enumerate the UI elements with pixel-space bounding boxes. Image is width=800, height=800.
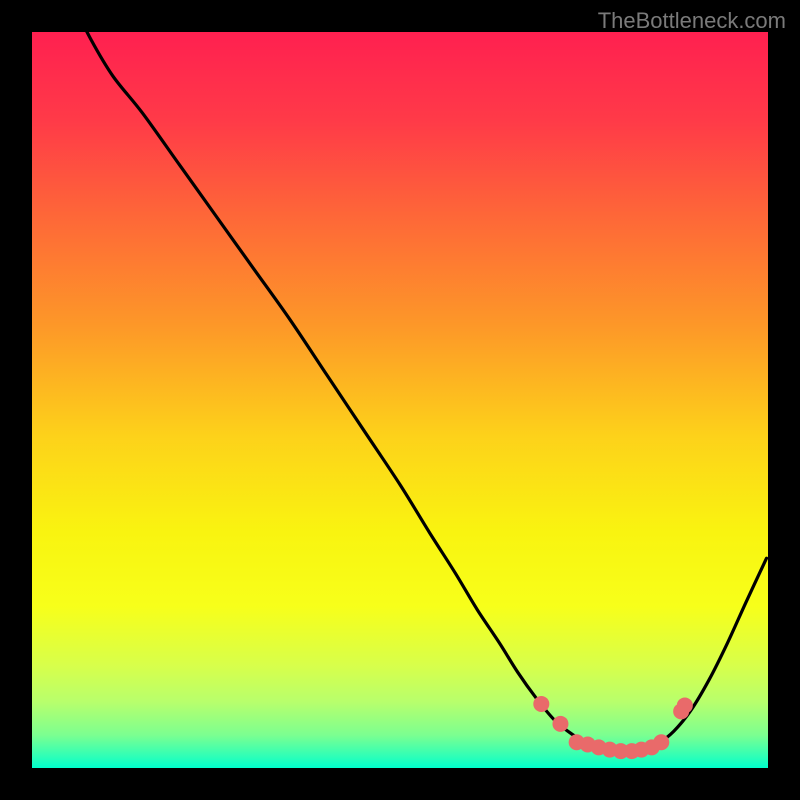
curve-layer [32,32,768,768]
plot-area [32,32,768,768]
curve-marker [677,697,693,713]
curve-marker [552,716,568,732]
curve-marker [653,734,669,750]
curve-marker [533,696,549,712]
bottleneck-curve [69,32,767,751]
marker-group [533,696,693,759]
chart-container: TheBottleneck.com [0,0,800,800]
watermark-text: TheBottleneck.com [598,8,786,34]
